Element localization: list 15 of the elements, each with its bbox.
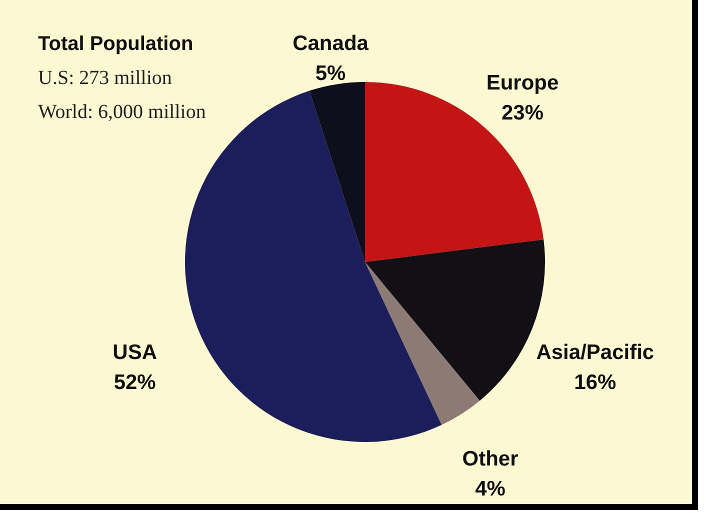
text: U.S: 273 million (38, 67, 172, 89)
pie-slice (365, 262, 480, 425)
slice-label: USA (112, 341, 158, 364)
data-label: 4% (475, 477, 506, 500)
data-label: 16% (574, 371, 616, 394)
text: World: 6,000 million (38, 101, 206, 123)
data-label: 5% (315, 62, 346, 86)
data-label: 52% (114, 371, 156, 394)
slice-label: Europe (486, 71, 559, 94)
pie-slice (309, 82, 365, 262)
slice-label: Asia/Pacific (536, 341, 654, 364)
slice-label: Canada (292, 32, 369, 56)
data-label: 23% (501, 101, 544, 124)
chart-title: Total Population (38, 33, 194, 55)
slice-label: Other (462, 447, 518, 470)
